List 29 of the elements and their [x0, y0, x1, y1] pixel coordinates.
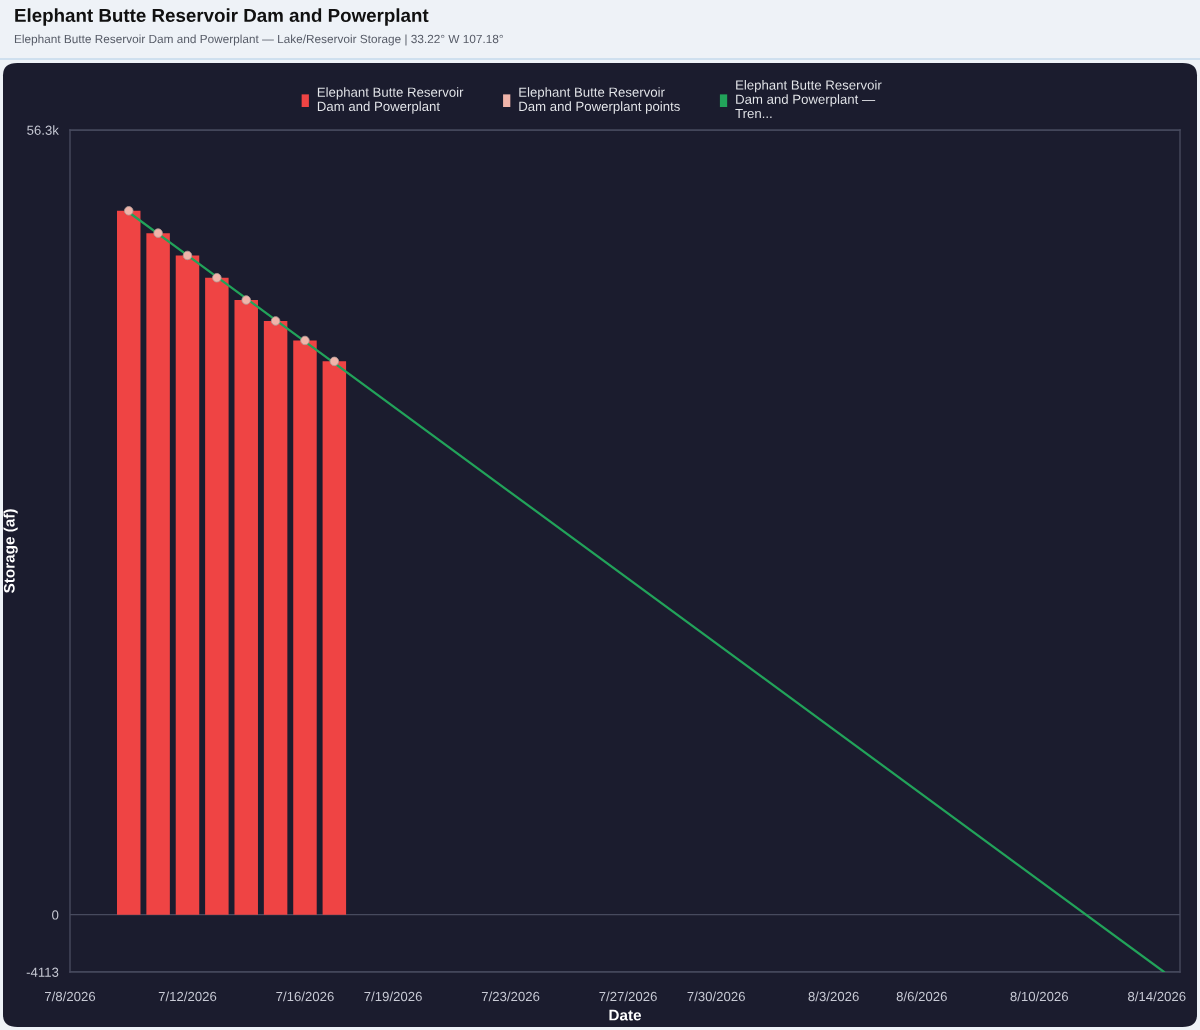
y-tick-label: 56.3k [27, 125, 59, 135]
x-tick-label: 8/3/2026 [808, 991, 859, 1002]
x-axis-title: Date [609, 1009, 642, 1021]
x-tick-label: 7/16/2026 [276, 991, 334, 1002]
bar [146, 233, 170, 915]
y-axis-title: Storage (af) [3, 509, 18, 593]
legend-label: Elephant Butte Reservoir Dam and Powerplant points [519, 87, 680, 114]
x-tick-label: 7/8/2026 [45, 991, 96, 1002]
legend-label: Elephant Butte Reservoir Dam and Powerplant — Tren... [735, 80, 882, 119]
bar [263, 320, 288, 915]
x-tick-label: 7/12/2026 [158, 991, 217, 1002]
y-tick-label: 0 [52, 910, 59, 920]
x-tick-label: 7/23/2026 [481, 991, 540, 1002]
legend-label: Elephant Butte Reservoir Dam and Powerplant [317, 87, 464, 114]
bar [175, 255, 200, 915]
x-tick-label: 7/30/2026 [687, 991, 745, 1002]
x-tick-label: 8/14/2026 [1127, 991, 1186, 1002]
chart-title: Elephant Butte Reservoir Dam and Powerplant [15, 8, 429, 26]
bar [205, 277, 229, 915]
x-tick-label: 7/27/2026 [599, 991, 657, 1002]
bar [293, 340, 317, 915]
x-tick-label: 8/10/2026 [1010, 991, 1069, 1002]
bar [322, 361, 347, 915]
bar [116, 210, 141, 915]
x-tick-label: 8/6/2026 [896, 991, 947, 1002]
y-tick-label: -4113 [26, 967, 59, 977]
x-tick-label: 7/19/2026 [364, 991, 422, 1002]
bar [234, 300, 258, 915]
chart-subtitle: Elephant Butte Reservoir Dam and Powerplant — Lake/Reservoir Storage | 33.22° W 107.18° [14, 34, 503, 46]
